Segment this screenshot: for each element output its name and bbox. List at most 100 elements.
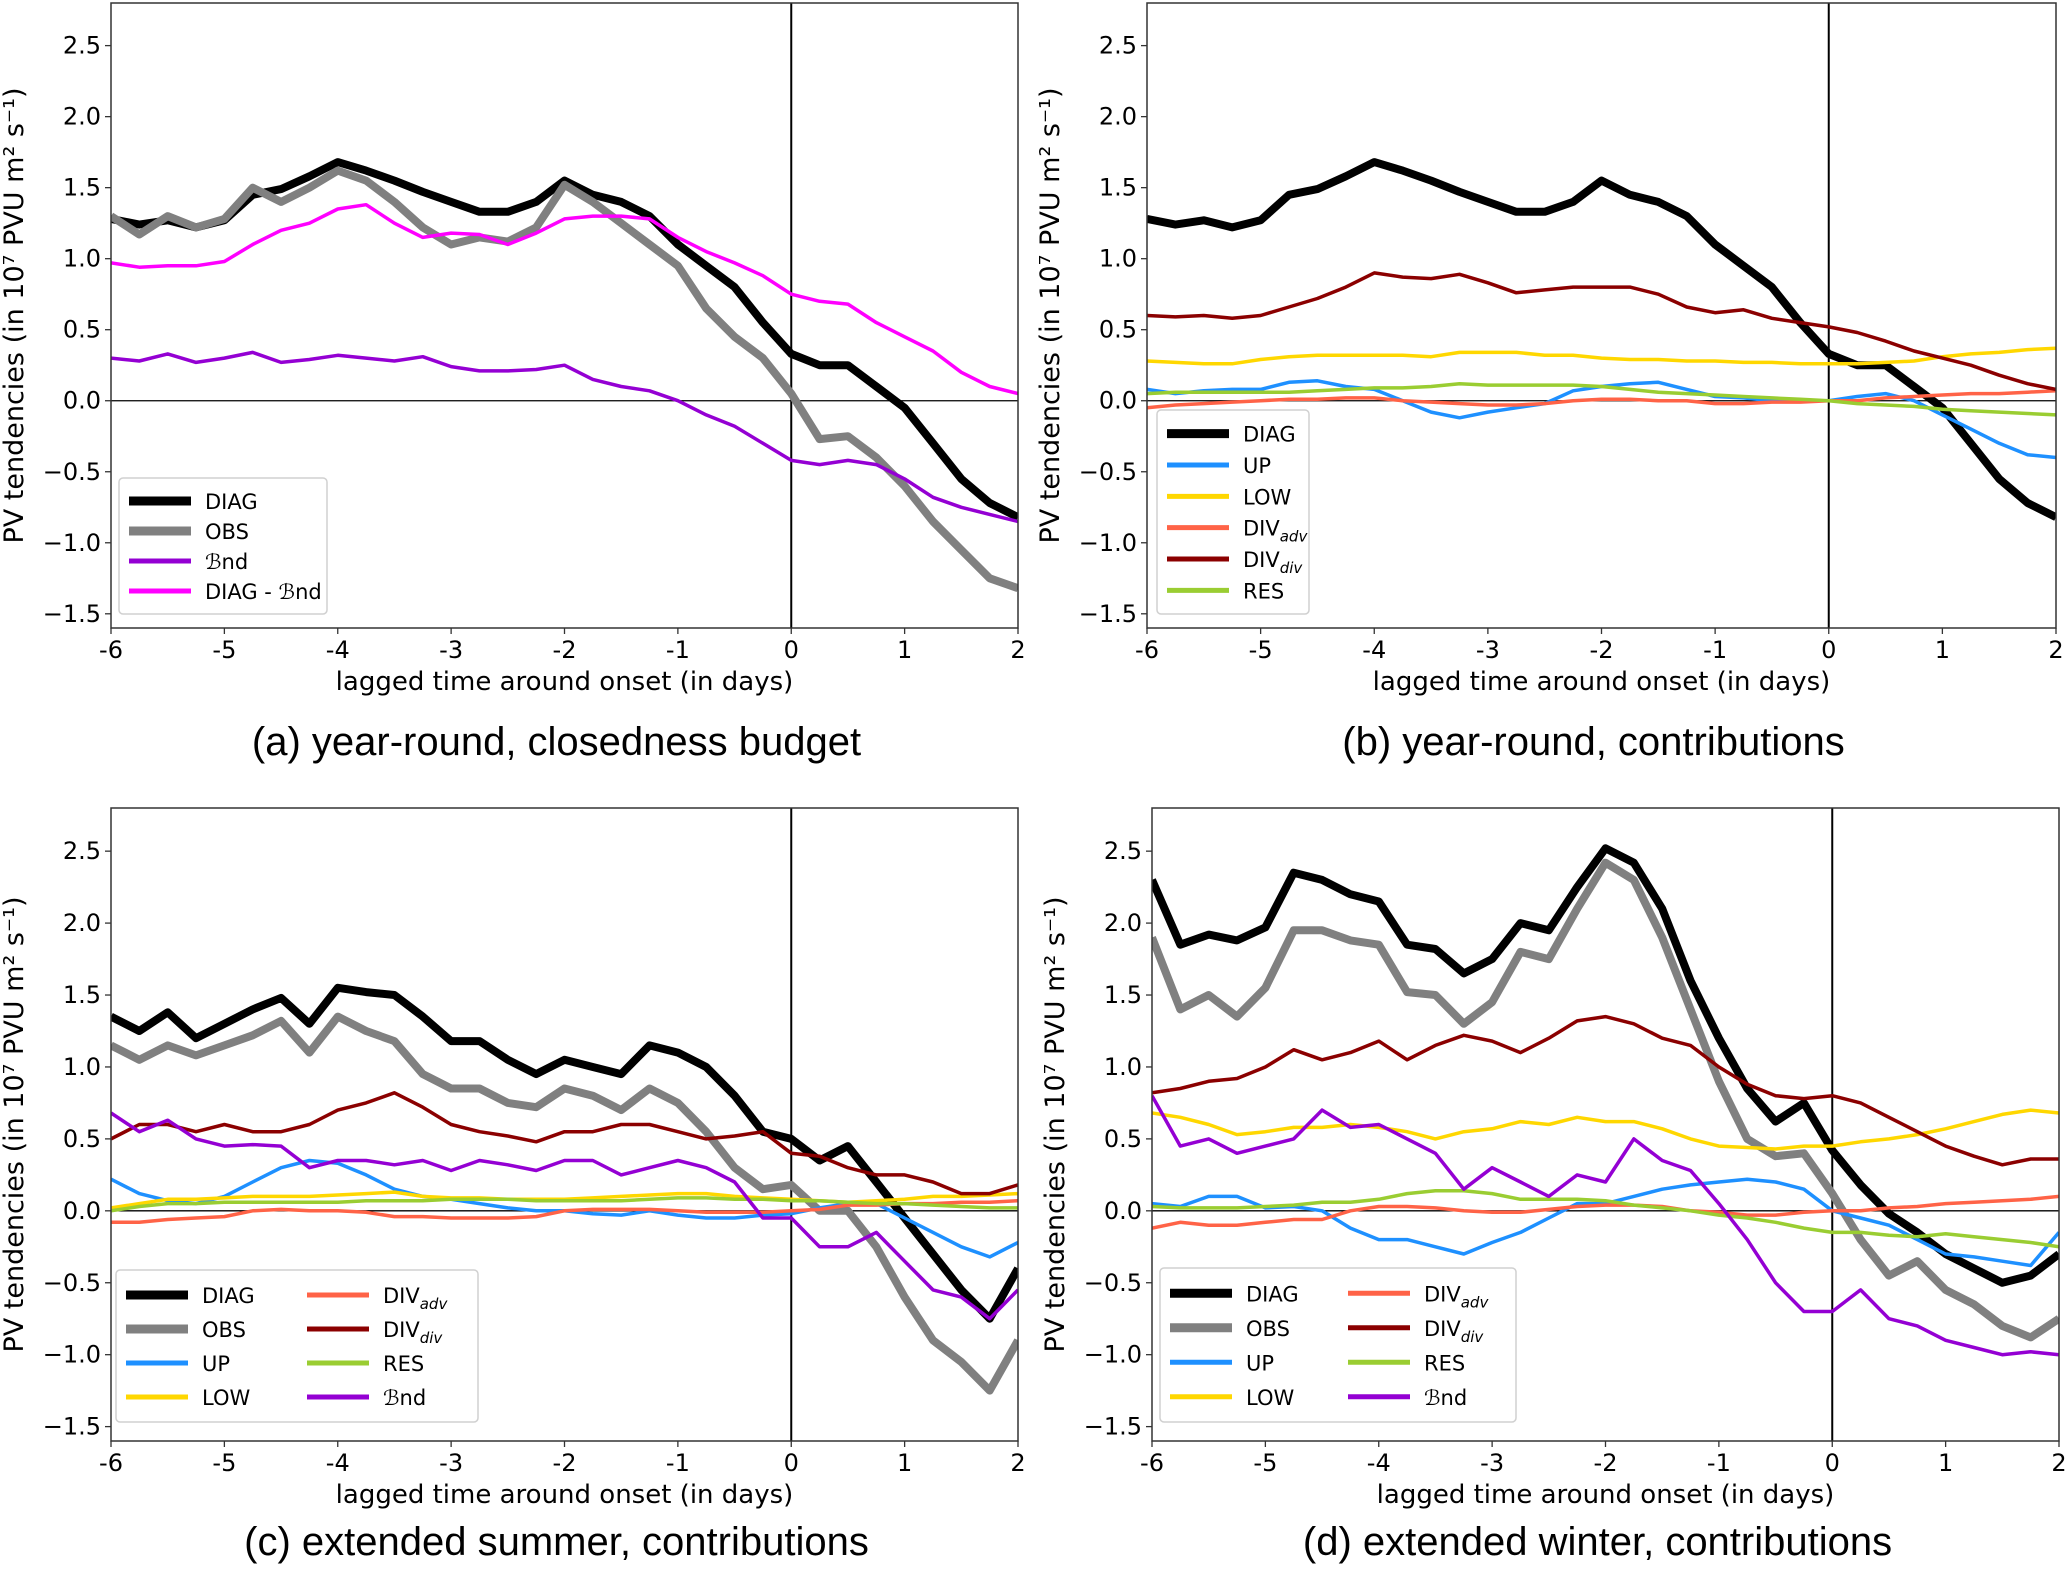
series-line-res <box>1147 381 2056 417</box>
legend-label: DIVdiv <box>383 1318 443 1347</box>
legend-label: DIVadv <box>1243 517 1308 546</box>
legend-label: ℬnd <box>1424 1386 1467 1410</box>
y-tick-label: −1.5 <box>1084 1413 1142 1441</box>
x-tick-label: -5 <box>212 1449 236 1477</box>
legend-label: UP <box>1246 1351 1274 1375</box>
legend-label-main: DIAG <box>1246 1282 1299 1306</box>
y-tick-label: 2.0 <box>1104 909 1142 937</box>
y-tick-label: 1.0 <box>63 1053 101 1081</box>
legend-label: DIVdiv <box>1424 1317 1484 1346</box>
panel-caption: (a) year-round, closedness budget <box>252 720 861 764</box>
y-tick-label: 1.0 <box>63 245 101 273</box>
legend-label-main: OBS <box>202 1318 246 1342</box>
legend-label-main: UP <box>202 1352 230 1376</box>
legend-entry: LOW <box>1170 1386 1294 1410</box>
legend-label-main: DIV <box>383 1318 420 1342</box>
y-tick-label: −1.0 <box>1084 1341 1142 1369</box>
x-tick-label: 2 <box>2051 1449 2066 1477</box>
series-line-diag <box>111 983 1018 1323</box>
legend-entry: DIVadv <box>1348 1282 1489 1311</box>
legend-label: DIAG <box>202 1284 255 1308</box>
legend-entry: ℬnd <box>1348 1386 1467 1410</box>
y-tick-label: 1.0 <box>1104 1053 1142 1081</box>
legend-entry: OBS <box>1170 1317 1290 1341</box>
series-group <box>1147 158 2056 521</box>
x-tick-label: -2 <box>553 636 577 664</box>
y-tick-label: 0.5 <box>63 1125 101 1153</box>
legend-label: DIVadv <box>1424 1282 1489 1311</box>
series-line-diag <box>1152 844 2059 1287</box>
x-tick-label: -3 <box>1476 636 1500 664</box>
legend-entry: ℬnd <box>129 550 248 574</box>
legend-label: DIAG <box>1246 1282 1299 1306</box>
series-line-nd <box>1152 1094 2059 1357</box>
legend-label-main: ℬnd <box>1424 1386 1467 1410</box>
y-tick-label: 2.0 <box>63 103 101 131</box>
x-tick-label: 2 <box>1010 1449 1025 1477</box>
legend-label-main: RES <box>1243 579 1284 603</box>
legend-label-main: ℬnd <box>383 1386 426 1410</box>
legend-entry: DIAG <box>1167 423 1296 447</box>
legend-label: UP <box>202 1352 230 1376</box>
legend-label: OBS <box>1246 1317 1290 1341</box>
legend-label: RES <box>1243 579 1284 603</box>
legend-entry: DIVdiv <box>307 1318 443 1347</box>
legend: DIAG OBS ℬnd DIAG - ℬnd <box>118 477 328 615</box>
series-line-obs <box>111 1012 1018 1395</box>
y-tick-label: −1.0 <box>43 1341 101 1369</box>
legend-label-main: DIV <box>1243 517 1280 541</box>
legend-label-main: OBS <box>205 520 249 544</box>
series-line-low <box>1147 346 2056 366</box>
x-tick-label: -3 <box>439 636 463 664</box>
y-tick-label: 0.0 <box>1104 1197 1142 1225</box>
y-tick-label: −1.5 <box>43 600 101 628</box>
legend-label: ℬnd <box>383 1386 426 1410</box>
x-tick-label: -4 <box>1367 1449 1391 1477</box>
x-axis-label: lagged time around onset (in days) <box>336 667 794 697</box>
legend-label-subscript: adv <box>1280 528 1309 546</box>
legend-entry: DIVdiv <box>1348 1317 1484 1346</box>
legend-label: DIAG <box>1243 423 1296 447</box>
legend-entry: ℬnd <box>307 1386 426 1410</box>
x-tick-label: -1 <box>666 636 690 664</box>
x-tick-label: -6 <box>1140 1449 1164 1477</box>
panel-caption: (b) year-round, contributions <box>1342 720 1844 764</box>
series-line-div-adv <box>1147 389 2056 410</box>
y-tick-label: 0.0 <box>1099 387 1137 415</box>
legend-label-subscript: div <box>1461 1328 1485 1346</box>
y-tick-label: 1.5 <box>1104 981 1142 1009</box>
series-line-div-div <box>1152 1014 2059 1167</box>
series-line-div-div <box>111 1091 1018 1196</box>
x-tick-label: -6 <box>1135 636 1159 664</box>
legend-label: DIAG - ℬnd <box>205 580 322 604</box>
y-tick-label: −1.5 <box>1079 600 1137 628</box>
x-tick-label: -2 <box>1594 1449 1618 1477</box>
legend-label: DIVdiv <box>1243 548 1303 577</box>
legend-label-main: LOW <box>202 1386 250 1410</box>
legend-entry: OBS <box>129 520 249 544</box>
y-axis-label: PV tendencies (in 10⁷ PVU m² s⁻¹) <box>1035 87 1066 543</box>
legend-label-main: DIAG <box>1243 423 1296 447</box>
legend-label-main: RES <box>1424 1351 1465 1375</box>
y-tick-label: 2.5 <box>1104 837 1142 865</box>
y-axis-label: PV tendencies (in 10⁷ PVU m² s⁻¹) <box>0 896 30 1352</box>
series-line-up <box>1152 1177 2059 1268</box>
x-tick-label: 2 <box>2048 636 2063 664</box>
legend-entry: RES <box>1348 1351 1465 1375</box>
legend-label-subscript: div <box>420 1329 444 1347</box>
x-tick-label: -4 <box>1362 636 1386 664</box>
x-tick-label: -1 <box>1703 636 1727 664</box>
panel-caption: (d) extended winter, contributions <box>1303 1520 1892 1564</box>
x-tick-label: -5 <box>212 636 236 664</box>
x-tick-label: -6 <box>99 1449 123 1477</box>
legend-entry: LOW <box>126 1386 250 1410</box>
y-tick-label: 2.0 <box>1099 103 1137 131</box>
panel-a: -6 -5 -4 -3 -2 -1 0 1 2 −1.5 −1.0 −0.5 0.0 0.5 1.0 1.5 2… <box>0 2 1026 764</box>
series-line-nd <box>111 1111 1018 1321</box>
y-tick-label: 2.0 <box>63 909 101 937</box>
series-line-obs <box>111 166 1018 592</box>
legend-box <box>1156 409 1310 615</box>
